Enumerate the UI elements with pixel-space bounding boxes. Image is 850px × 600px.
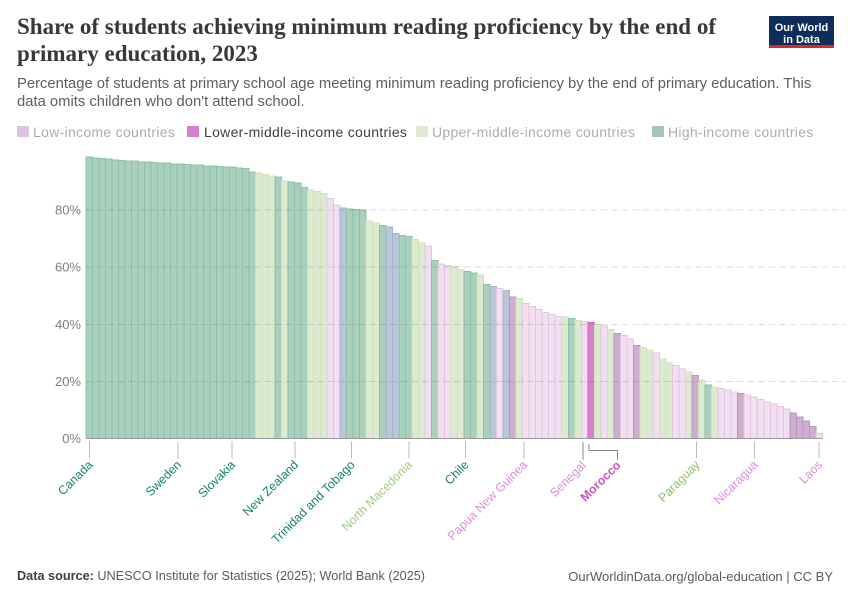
svg-text:Sweden: Sweden	[143, 458, 184, 499]
svg-text:Nicaragua: Nicaragua	[711, 458, 761, 508]
svg-text:Canada: Canada	[55, 458, 95, 498]
svg-text:Slovakia: Slovakia	[195, 458, 238, 501]
svg-text:40%: 40%	[55, 317, 81, 332]
svg-text:60%: 60%	[55, 260, 81, 275]
svg-text:0%: 0%	[62, 431, 81, 446]
svg-text:20%: 20%	[55, 374, 81, 389]
svg-text:80%: 80%	[55, 203, 81, 218]
svg-text:New Zealand: New Zealand	[240, 458, 301, 519]
svg-text:Chile: Chile	[442, 458, 472, 488]
svg-text:Paraguay: Paraguay	[655, 457, 703, 505]
svg-text:Laos: Laos	[796, 458, 825, 487]
